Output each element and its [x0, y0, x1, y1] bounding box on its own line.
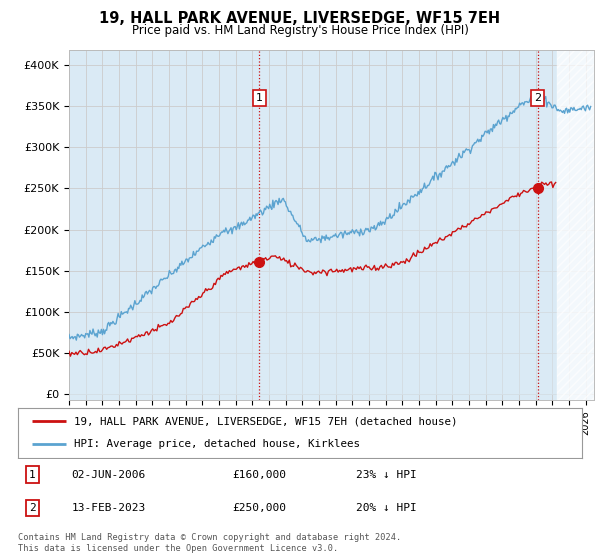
Text: 2: 2 — [29, 503, 35, 513]
Text: 13-FEB-2023: 13-FEB-2023 — [71, 503, 146, 513]
Text: 1: 1 — [29, 470, 35, 479]
Text: £160,000: £160,000 — [232, 470, 286, 479]
Text: 02-JUN-2006: 02-JUN-2006 — [71, 470, 146, 479]
Text: 20% ↓ HPI: 20% ↓ HPI — [356, 503, 417, 513]
Text: 1: 1 — [256, 93, 263, 103]
Text: HPI: Average price, detached house, Kirklees: HPI: Average price, detached house, Kirk… — [74, 440, 361, 450]
Text: 23% ↓ HPI: 23% ↓ HPI — [356, 470, 417, 479]
Text: 2: 2 — [534, 93, 541, 103]
Bar — [557, 50, 594, 400]
Text: 19, HALL PARK AVENUE, LIVERSEDGE, WF15 7EH: 19, HALL PARK AVENUE, LIVERSEDGE, WF15 7… — [100, 11, 500, 26]
Text: 19, HALL PARK AVENUE, LIVERSEDGE, WF15 7EH (detached house): 19, HALL PARK AVENUE, LIVERSEDGE, WF15 7… — [74, 416, 458, 426]
Text: Price paid vs. HM Land Registry's House Price Index (HPI): Price paid vs. HM Land Registry's House … — [131, 24, 469, 36]
Text: Contains HM Land Registry data © Crown copyright and database right 2024.
This d: Contains HM Land Registry data © Crown c… — [18, 533, 401, 553]
Text: £250,000: £250,000 — [232, 503, 286, 513]
